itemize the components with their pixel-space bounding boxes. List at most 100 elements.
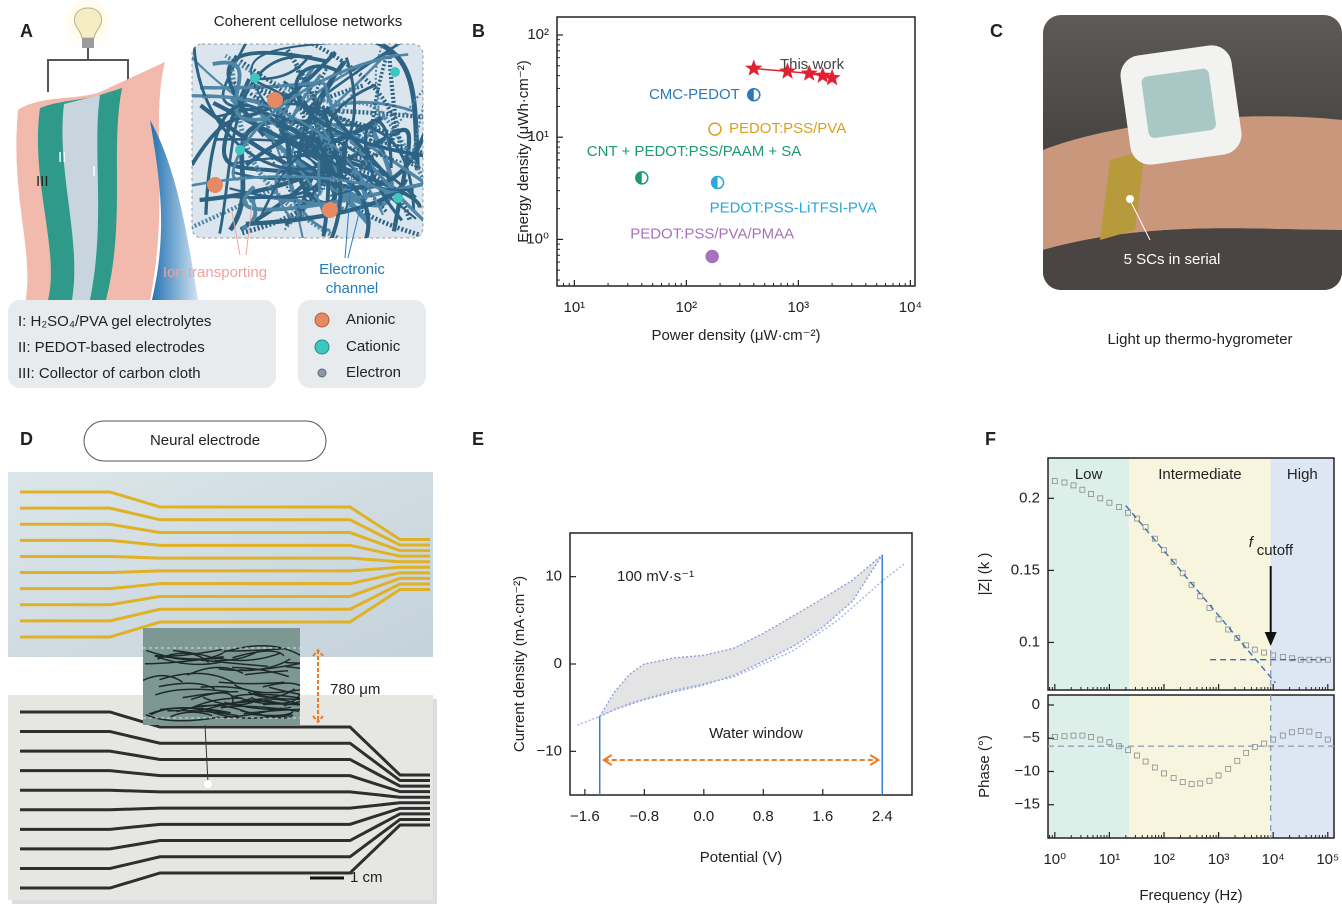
y-tick-label: 10	[545, 568, 562, 585]
region-label: Low	[1075, 466, 1103, 483]
chart: 10⁰ 10¹ 10² 10³ 10⁴ 10⁵ 0 −5 −10 −15 Frequency (Hz…	[976, 695, 1339, 904]
chart: LowIntermediateHigh0.10.150.2|Z| (k )Ffc…	[976, 429, 1334, 690]
y-axis-title: Phase (°)	[976, 735, 993, 798]
x-tick-label: 10²	[676, 299, 698, 316]
x-tick-label: 10³	[788, 299, 810, 316]
ion-label: Ion transporting	[163, 264, 267, 281]
point	[706, 251, 718, 263]
y-tick-label: 10²	[527, 26, 549, 43]
electronic-label: channel	[326, 280, 379, 297]
point	[745, 60, 762, 76]
anion	[207, 177, 223, 193]
x-tick-label: 10¹	[564, 299, 586, 316]
series-label: PEDOT:PSS/PVA/PMAA	[630, 225, 794, 242]
panel-d: D Neural electrode 780 μm 1 cm	[8, 421, 437, 904]
series-label: PEDOT:PSS/PVA	[729, 120, 846, 137]
x-tick-label: 1.6	[812, 808, 833, 825]
cation-icon	[315, 340, 329, 354]
scale-label: 1 cm	[350, 869, 383, 886]
panel-label: B	[472, 21, 485, 41]
panel-a: A III II I Coherent cellulose networks I…	[8, 0, 438, 388]
cation	[390, 67, 400, 77]
y-tick-label: −5	[1023, 729, 1040, 746]
legend-text: Anionic	[346, 311, 396, 328]
anion	[322, 202, 338, 218]
x-tick-label: 2.4	[872, 808, 893, 825]
anion	[267, 92, 283, 108]
photo	[1043, 15, 1342, 290]
layer-label: I	[92, 163, 96, 180]
region-label: High	[1287, 466, 1318, 483]
cation	[393, 193, 403, 203]
y-tick-label: −15	[1015, 796, 1040, 813]
legend-text: II: PEDOT-based electrodes	[18, 339, 205, 356]
bulb-base	[82, 38, 94, 48]
layer-label: III	[36, 173, 49, 190]
legend-text: Cationic	[346, 338, 401, 355]
y-axis-title: Current density (mA·cm⁻²)	[511, 576, 528, 752]
chart: −1.6 −0.8 0.0 0.8 1.6 2.4 −10 0 10 Potential (V) C…	[472, 429, 912, 866]
photo-label: 5 SCs in serial	[1124, 251, 1221, 268]
y-axis-title: Energy density (μWh·cm⁻²)	[515, 60, 532, 242]
x-tick-label: 10⁴	[1262, 851, 1285, 868]
point	[636, 172, 648, 184]
x-tick-label: −0.8	[630, 808, 660, 825]
rate-label: 100 mV·s⁻¹	[617, 568, 694, 585]
point	[712, 177, 724, 189]
x-axis-title: Power density (μW·cm⁻²)	[651, 327, 820, 344]
series-label: CNT + PEDOT:PSS/PAAM + SA	[587, 143, 802, 160]
x-tick-label: 0.0	[693, 808, 714, 825]
x-tick-label: 10³	[1208, 851, 1230, 868]
cation	[235, 145, 245, 155]
y-tick-label: 0.2	[1019, 489, 1040, 506]
series-label: PEDOT:PSS-LiTFSI-PVA	[710, 200, 877, 217]
x-tick-label: 10¹	[1099, 851, 1121, 868]
point	[709, 123, 721, 135]
electronic-label: Electronic	[319, 261, 385, 278]
series-label: CMC-PEDOT	[649, 86, 740, 103]
x-axis-title: Frequency (Hz)	[1139, 887, 1242, 904]
network-title: Coherent cellulose networks	[214, 13, 402, 30]
region	[1129, 458, 1271, 690]
region-label: Intermediate	[1158, 466, 1241, 483]
x-tick-label: 10²	[1153, 851, 1175, 868]
panel-label: D	[20, 429, 33, 449]
panel-label: F	[985, 429, 996, 449]
x-tick-label: 10⁴	[899, 299, 922, 316]
chart: 10¹10²10³10⁴10⁰10¹10²Power density (μW·c…	[472, 17, 922, 344]
title: Neural electrode	[150, 432, 260, 449]
layer-label: II	[58, 149, 66, 166]
panel-label: A	[20, 21, 33, 41]
y-tick-label: 0	[554, 655, 562, 672]
region	[1129, 695, 1271, 838]
x-axis-title: Potential (V)	[700, 849, 783, 866]
series-label: This work	[780, 56, 845, 73]
y-tick-label: 0.1	[1019, 633, 1040, 650]
x-tick-label: 10⁰	[1043, 851, 1066, 868]
y-tick-label: 0.15	[1011, 561, 1040, 578]
window-label: Water window	[709, 725, 803, 742]
point	[748, 89, 760, 101]
panel-label: E	[472, 429, 484, 449]
x-tick-label: 10⁵	[1316, 851, 1339, 868]
legend-text: Electron	[346, 364, 401, 381]
anion-icon	[315, 313, 329, 327]
electron-icon	[318, 369, 326, 377]
page: A III II I Coherent cellulose networks I…	[0, 0, 1342, 904]
y-tick-label: −10	[1015, 762, 1040, 779]
y-tick-label: 0	[1032, 696, 1040, 713]
caption: Light up thermo-hygrometer	[1107, 331, 1292, 348]
legend-text: III: Collector of carbon cloth	[18, 365, 201, 382]
legend-text: I: H₂SO₄/PVA gel electrolytes	[18, 313, 211, 330]
region	[1048, 695, 1129, 838]
cation	[250, 73, 260, 83]
panel-c: C 5 SCs in serial Light up thermo-hygrom…	[990, 15, 1342, 348]
figure: A III II I Coherent cellulose networks I…	[0, 0, 1342, 904]
y-axis-title: |Z| (k )	[976, 553, 993, 596]
x-tick-label: −1.6	[570, 808, 600, 825]
x-tick-label: 0.8	[753, 808, 774, 825]
cutoff-label: cutoff	[1257, 542, 1294, 559]
y-tick-label: −10	[537, 742, 562, 759]
pointer-dot	[204, 780, 212, 788]
panel-label: C	[990, 21, 1003, 41]
